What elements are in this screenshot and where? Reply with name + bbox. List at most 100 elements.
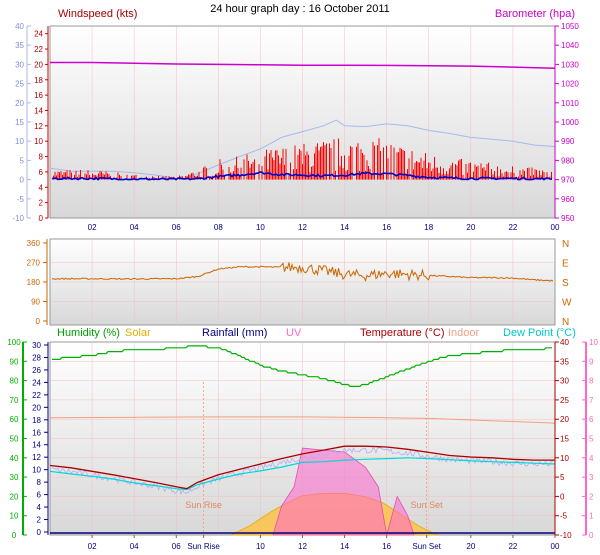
temperature-tick-label: 0	[560, 492, 565, 501]
top-x-tick-label: 16	[382, 223, 391, 232]
compass-label: N	[562, 317, 569, 328]
wind-barometer-panel: -10-505101520253035400246810121416182022…	[12, 8, 579, 232]
uv-tick-label: 6	[589, 415, 594, 424]
wind-direction-line	[51, 262, 554, 283]
rainfall-tick-label: 20	[32, 403, 41, 412]
temperature-legend: Temperature (°C)	[360, 327, 444, 339]
wind-inner-tick-label: 2	[39, 199, 44, 208]
direction-tick-label: 270	[27, 259, 41, 268]
top-x-tick-label: 10	[256, 223, 265, 232]
x-tick-label: 06	[172, 542, 181, 551]
humidity-line	[52, 345, 552, 387]
barometer-tick-label: 990	[561, 137, 575, 146]
x-tick-label: 04	[130, 542, 139, 551]
uv-tick-label: 7	[589, 396, 594, 405]
rainfall-tick-label: 10	[32, 466, 41, 475]
temperature-tick-label: 10	[560, 454, 569, 463]
direction-tick-label: 180	[27, 278, 41, 287]
top-x-tick-label: 20	[466, 223, 475, 232]
barometer-tick-label: 960	[561, 195, 575, 204]
wind-inner-tick-label: 10	[34, 137, 43, 146]
wind-average-line	[51, 171, 553, 181]
uv-tick-label: 1	[589, 512, 594, 521]
x-tick-label: 12	[298, 542, 307, 551]
uv-tick-label: 3	[589, 473, 594, 482]
top-x-tick-label: 08	[214, 223, 223, 232]
barometer-tick-label: 1020	[561, 80, 579, 89]
temperature-tick-label: 15	[560, 435, 569, 444]
rainfall-tick-label: 0	[37, 528, 42, 537]
uv-tick-label: 10	[589, 338, 598, 347]
x-tick-label: Sun Rise	[187, 542, 220, 551]
wind-outer-tick-label: 0	[20, 176, 25, 185]
temperature-tick-label: 25	[560, 396, 569, 405]
uv-tick-label: 4	[589, 454, 594, 463]
humidity-tick-label: 90	[10, 357, 19, 366]
x-tick-label: 00	[551, 542, 560, 551]
humidity-tick-label: 10	[10, 512, 19, 521]
dew-point-line	[49, 457, 556, 491]
wind-inner-tick-label: 20	[34, 60, 43, 69]
wind-outer-tick-label: 35	[15, 41, 24, 50]
direction-tick-label: 360	[27, 239, 41, 248]
temperature-tick-label: 5	[560, 473, 565, 482]
barometer-tick-label: 1030	[561, 60, 579, 69]
wind-inner-tick-label: 14	[34, 106, 43, 115]
sunset-label: Sun Set	[411, 500, 444, 510]
x-tick-label: Sun Set	[412, 542, 441, 551]
wind-inner-tick-label: 12	[34, 122, 43, 131]
x-tick-label: 10	[256, 542, 265, 551]
wind-outer-tick-label: 5	[20, 156, 25, 165]
wind-outer-tick-label: 20	[15, 99, 24, 108]
top-x-tick-label: 18	[424, 223, 433, 232]
rainfall-tick-label: 14	[32, 441, 41, 450]
wind-inner-tick-label: 16	[34, 91, 43, 100]
uv-legend: UV	[286, 327, 302, 339]
wind-inner-tick-label: 18	[34, 76, 43, 85]
top-x-tick-label: 22	[508, 223, 517, 232]
humidity-tick-label: 80	[10, 377, 19, 386]
humidity-tick-label: 60	[10, 415, 19, 424]
uv-tick-label: 0	[589, 531, 594, 540]
wind-inner-tick-label: 4	[39, 183, 44, 192]
wind-inner-tick-label: 8	[39, 153, 44, 162]
barometer-tick-label: 1010	[561, 99, 579, 108]
humidity-tick-label: 0	[12, 531, 17, 540]
rainfall-tick-label: 12	[32, 453, 41, 462]
barometer-tick-label: 1050	[561, 22, 579, 31]
x-tick-label: 20	[466, 542, 475, 551]
uv-tick-label: 9	[589, 357, 594, 366]
compass-label: N	[562, 239, 569, 250]
indoor-line	[49, 416, 556, 424]
graph-title: 24 hour graph day : 16 October 2011	[210, 3, 390, 15]
barometer-tick-label: 980	[561, 156, 575, 165]
rainfall-tick-label: 4	[37, 503, 42, 512]
rainfall-tick-label: 8	[37, 478, 42, 487]
rainfall-legend: Rainfall (mm)	[202, 327, 267, 339]
x-tick-label: 16	[382, 542, 391, 551]
humidity-tick-label: 40	[10, 454, 19, 463]
rainfall-tick-label: 24	[32, 378, 41, 387]
top-x-tick-label: 12	[298, 223, 307, 232]
x-tick-label: 02	[88, 542, 97, 551]
wind-outer-tick-label: 30	[15, 60, 24, 69]
temperature-humidity-panel: Sun Rise Sun Set 010203040506070809010002…	[7, 327, 598, 540]
barometer-tick-label: 950	[561, 214, 575, 223]
top-x-tick-label: 04	[130, 223, 139, 232]
barometer-line	[50, 61, 556, 69]
rainfall-tick-label: 6	[37, 491, 42, 500]
top-x-tick-label: 00	[551, 223, 560, 232]
dew-point-legend: Dew Point (°C)	[503, 327, 576, 339]
x-tick-label: 22	[508, 542, 517, 551]
temperature-tick-label: -5	[560, 512, 568, 521]
direction-tick-label: 0	[36, 317, 41, 326]
temperature-tick-label: 30	[560, 377, 569, 386]
rainfall-tick-label: 18	[32, 416, 41, 425]
wind-outer-tick-label: -10	[12, 214, 24, 223]
wind-outer-tick-label: 40	[15, 22, 24, 31]
wind-outer-tick-label: 15	[15, 118, 24, 127]
temperature-tick-label: -10	[560, 531, 572, 540]
rainfall-tick-label: 28	[32, 353, 41, 362]
temperature-tick-label: 20	[560, 415, 569, 424]
